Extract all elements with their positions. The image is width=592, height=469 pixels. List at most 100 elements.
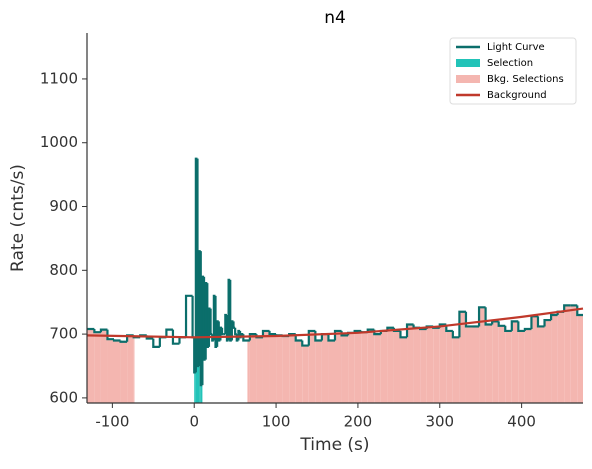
y-tick-label: 700 xyxy=(49,325,78,343)
light-curve-step xyxy=(93,329,101,334)
bkg-selection xyxy=(511,321,519,403)
light-curve-step xyxy=(99,328,108,333)
x-tick-label: 200 xyxy=(344,413,373,431)
bkg-selection xyxy=(249,334,257,403)
bkg-selection xyxy=(420,329,427,403)
bkg-selection xyxy=(564,305,571,403)
bkg-selection xyxy=(282,336,290,403)
x-tick-label: 400 xyxy=(507,413,536,431)
background-line xyxy=(86,307,584,339)
light-curve-step xyxy=(536,316,545,328)
legend-swatch xyxy=(456,75,480,83)
bkg-selection xyxy=(308,330,316,403)
bkg-selection xyxy=(328,340,335,403)
light-curve-step xyxy=(307,329,316,346)
y-tick-label: 600 xyxy=(49,388,78,406)
bkg-selection xyxy=(127,335,134,403)
light-curve-step xyxy=(563,304,571,312)
bkg-selection xyxy=(407,324,414,403)
x-tick-label: -100 xyxy=(95,413,129,431)
light-curve-step xyxy=(152,338,160,348)
bkg-selection xyxy=(577,314,583,403)
light-curve-step xyxy=(209,308,213,336)
bkg-selection xyxy=(341,335,349,403)
bkg-selection xyxy=(120,341,128,403)
bkg-selection xyxy=(400,337,408,403)
x-tick-label: 0 xyxy=(189,413,199,431)
light-curve-step xyxy=(112,339,121,342)
bkg-selection xyxy=(570,305,578,403)
bkg-selection xyxy=(94,332,101,403)
bkg-selection xyxy=(537,326,545,403)
bkg-selection xyxy=(354,330,362,403)
light-curve-step xyxy=(497,321,506,327)
bkg-selection xyxy=(367,329,375,403)
bkg-selection xyxy=(452,337,460,403)
bkg-selection xyxy=(518,330,525,403)
light-curve-step xyxy=(451,330,460,339)
x-tick-label: 300 xyxy=(425,413,454,431)
y-axis-label: Rate (cnts/s) xyxy=(8,164,28,272)
light-curve-step xyxy=(458,310,466,338)
bkg-selection xyxy=(387,327,394,403)
bkg-selection xyxy=(531,316,538,403)
light-curve-step xyxy=(225,314,229,342)
light-curve-step xyxy=(191,295,195,339)
bkg-selection xyxy=(302,345,309,403)
bkg-selection xyxy=(393,330,401,403)
light-curve-step xyxy=(178,336,187,344)
light-curve-step xyxy=(543,318,552,327)
light-curve-step xyxy=(202,276,206,361)
bkg-selection xyxy=(269,334,277,403)
bkg-selection xyxy=(498,325,506,403)
light-curve-step xyxy=(119,340,128,343)
legend-label: Background xyxy=(487,90,547,101)
light-curve-step xyxy=(207,307,211,347)
legend-label: Bkg. Selections xyxy=(487,74,564,85)
bkg-selection xyxy=(321,334,329,403)
light-curve-step xyxy=(227,278,231,341)
bkg-selection xyxy=(433,327,440,403)
selection xyxy=(200,385,203,403)
light-curve-step xyxy=(327,334,335,342)
bkg-selection xyxy=(426,326,434,403)
light-curve-step xyxy=(504,325,512,333)
bkg-selection xyxy=(505,330,512,403)
bkg-selection xyxy=(315,340,322,403)
legend-swatch xyxy=(456,59,480,67)
light-curve-step xyxy=(199,251,203,387)
bkg-selection xyxy=(348,332,355,403)
bkg-selection xyxy=(446,330,453,403)
selection xyxy=(194,372,196,403)
bkg-selection xyxy=(479,307,486,403)
bkg-selection xyxy=(544,320,552,403)
light-curve-step xyxy=(171,329,180,345)
light-curve-step xyxy=(517,321,525,333)
bkg-selection xyxy=(262,330,270,403)
selection xyxy=(197,366,200,403)
bkg-selection xyxy=(557,311,565,403)
bkg-selection xyxy=(459,311,466,403)
bkg-selection xyxy=(247,340,250,403)
chart-title: n4 xyxy=(324,8,346,28)
light-curve-step xyxy=(399,330,408,339)
light-curve-step xyxy=(229,279,232,342)
legend-label: Selection xyxy=(487,58,533,69)
bkg-selection xyxy=(472,326,480,403)
light-curve-step xyxy=(234,327,237,336)
light-curve-step xyxy=(464,311,473,328)
bkg-selection xyxy=(492,321,499,403)
bkg-selection xyxy=(100,329,108,403)
light-curve-step xyxy=(248,333,257,341)
light-curve-step xyxy=(194,157,198,373)
light-curve-step xyxy=(549,313,558,321)
legend-label: Light Curve xyxy=(487,42,545,53)
light-curve-step xyxy=(405,323,414,338)
y-tick-label: 800 xyxy=(49,261,78,279)
y-tick-label: 1000 xyxy=(40,133,78,151)
light-curve-step xyxy=(232,321,236,329)
bkg-selection xyxy=(256,337,263,403)
bkg-selection xyxy=(413,327,421,403)
light-curve-step xyxy=(220,327,224,336)
